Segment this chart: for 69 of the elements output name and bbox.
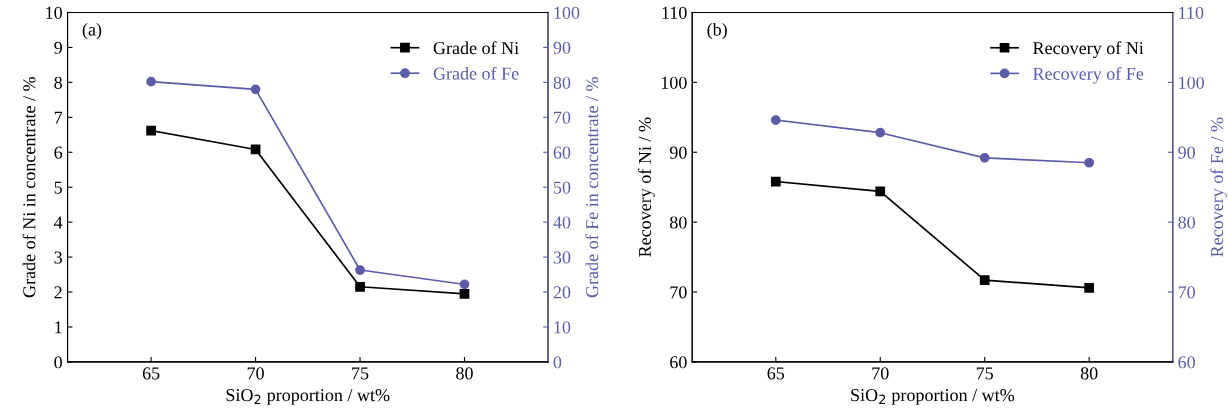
y-tick-label: 0 <box>54 356 62 369</box>
y2-axis-title: Recovery of Fe / % <box>1210 117 1227 257</box>
x-axis-title: SiO$_{2}$ proportion / wt% <box>226 389 390 405</box>
x-tick-label: 65 <box>142 367 160 380</box>
point <box>979 275 990 286</box>
point <box>355 265 365 275</box>
point <box>1084 282 1095 293</box>
y-tick-label: 90 <box>669 146 687 159</box>
y2-tick-label: 110 <box>1179 6 1204 19</box>
y-tick-label: 4 <box>54 216 63 229</box>
annotation: (a) <box>82 22 102 40</box>
y2-tick-label: 90 <box>553 41 571 54</box>
point <box>250 84 261 95</box>
y-tick-label: 3 <box>54 251 62 264</box>
x-tick-label: 75 <box>976 367 994 380</box>
y-tick-label: 60 <box>670 356 687 369</box>
point <box>459 279 470 290</box>
x-tick-label: 65 <box>767 367 785 380</box>
y2-tick-label: 100 <box>554 6 580 19</box>
y-tick-label: 8 <box>54 76 62 89</box>
y-tick-label: 70 <box>670 286 687 299</box>
y-tick-label: 1 <box>55 321 62 334</box>
y-tick-label: 10 <box>46 6 62 19</box>
legend-label: Recovery of Fe <box>1033 67 1144 84</box>
y2-tick-label: 50 <box>553 181 571 194</box>
point <box>875 127 886 138</box>
y-tick-label: 9 <box>54 41 62 54</box>
x-tick-label: 70 <box>872 367 889 380</box>
point <box>355 281 365 292</box>
legend-label: Recovery of Ni <box>1033 41 1144 58</box>
y2-tick-label: 30 <box>553 251 571 264</box>
y2-tick-label: 90 <box>1178 146 1195 159</box>
point <box>875 186 886 197</box>
y2-tick-label: 80 <box>553 76 571 89</box>
point <box>146 76 156 87</box>
y-tick-label: 5 <box>54 181 62 194</box>
y2-tick-label: 70 <box>554 111 571 124</box>
y2-tick-label: 80 <box>1178 216 1195 229</box>
y2-tick-label: 10 <box>554 321 571 334</box>
x-tick-label: 80 <box>456 367 473 380</box>
y-tick-label: 7 <box>54 111 63 124</box>
point <box>1084 157 1095 168</box>
x-tick-label: 80 <box>1080 367 1098 380</box>
y-axis-title: Recovery of Ni / % <box>638 117 655 257</box>
x-tick-label: 70 <box>247 367 264 380</box>
y-tick-label: 110 <box>662 6 687 19</box>
y2-tick-label: 60 <box>553 146 571 159</box>
x-tick-label: 75 <box>352 367 369 380</box>
y-tick-label: 6 <box>54 146 63 159</box>
point <box>979 152 990 163</box>
legend-label: Grade of Fe <box>433 66 519 80</box>
point <box>770 176 781 187</box>
y2-axis-title: Grade of Fe in concentrate / % <box>585 77 599 298</box>
y-axis-title: Grade of Ni in concentrate / % <box>22 77 36 298</box>
y-tick-label: 100 <box>661 76 687 89</box>
y2-tick-label: 0 <box>553 356 562 369</box>
y2-tick-label: 70 <box>1178 286 1195 299</box>
legend-label: Grade of Ni <box>433 41 519 55</box>
point <box>146 125 156 136</box>
point <box>770 115 781 125</box>
y2-tick-label: 20 <box>553 286 571 299</box>
y2-tick-label: 100 <box>1179 76 1204 89</box>
y-tick-label: 80 <box>669 216 687 229</box>
y2-tick-label: 40 <box>553 216 571 229</box>
x-axis-title: SiO$_{2}$ proportion / wt% <box>851 389 1015 405</box>
annotation: (b) <box>707 22 727 40</box>
y2-tick-label: 60 <box>1178 356 1195 369</box>
y-tick-label: 2 <box>54 286 62 299</box>
point <box>459 288 470 299</box>
